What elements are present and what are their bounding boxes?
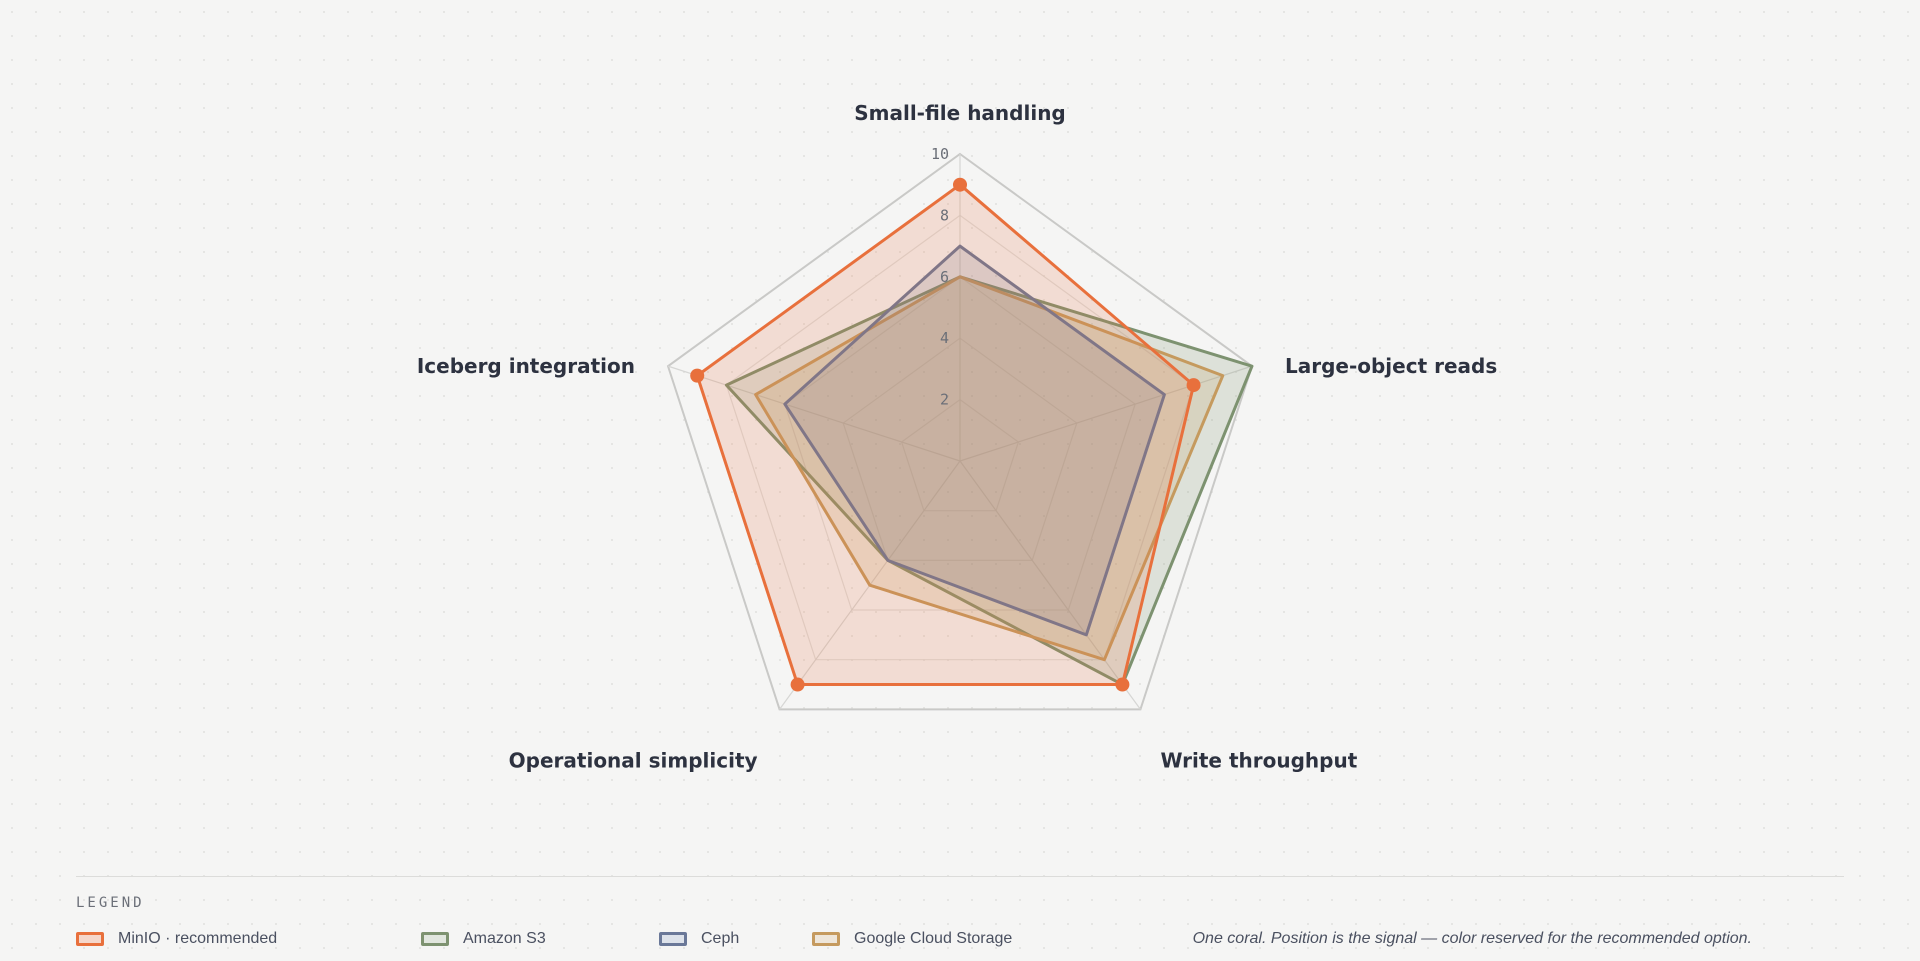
legend-swatch-ceph — [659, 932, 687, 946]
legend-label-minio: MinIO · recommended — [118, 930, 278, 947]
legend-title: LEGEND — [76, 895, 145, 911]
point-minio-recommended-operational-simplicity — [790, 677, 805, 692]
grid-ring-8 — [725, 214, 1195, 661]
radar-grid — [666, 152, 1254, 711]
tick-label-8: 8 — [940, 206, 949, 224]
point-minio-recommended-small-file-handling — [953, 177, 967, 192]
legend: LEGEND MinIO · recommended Amazon S3 Cep… — [76, 876, 1844, 947]
tick-label-4: 4 — [940, 329, 949, 347]
axis-label-iceberg-integration: Iceberg integration — [417, 354, 635, 378]
legend-note: One coral. Position is the signal — colo… — [1192, 930, 1752, 947]
legend-item-minio: MinIO · recommended — [76, 929, 277, 949]
legend-swatch-amazon-s3 — [421, 932, 449, 946]
radar-chart: 2 4 6 8 10 Small-file handling Large-object r… — [417, 101, 1497, 772]
axis-label-write-throughput: Write throughput — [1160, 748, 1357, 772]
legend-label-amazon-s3: Amazon S3 — [463, 930, 546, 947]
point-minio-recommended-large-object-reads — [1186, 378, 1201, 393]
radar-axis-labels: Small-file handling Large-object reads Wri… — [417, 101, 1497, 772]
point-minio-recommended-iceberg-integration — [690, 368, 705, 383]
grid-spoke-large-object-reads — [959, 365, 1253, 462]
tick-label-10: 10 — [931, 145, 949, 163]
grid-ring-4 — [842, 337, 1078, 561]
legend-item-google-cloud-storage: Google Cloud Storage — [812, 929, 1012, 949]
grid-spoke-write-throughput — [959, 460, 1141, 710]
series-amazon-s3 — [724, 275, 1254, 687]
legend-item-amazon-s3: Amazon S3 — [421, 929, 546, 949]
legend-label-ceph: Ceph — [701, 930, 740, 947]
grid-ring-10 — [666, 152, 1254, 711]
axis-label-operational-simplicity: Operational simplicity — [509, 748, 758, 772]
axis-label-small-file-handling: Small-file handling — [854, 101, 1066, 125]
grid-ring-2 — [900, 398, 1020, 512]
grid-ring-6 — [784, 276, 1136, 611]
legend-swatch-google-cloud-storage — [812, 932, 840, 946]
legend-item-ceph: Ceph — [659, 929, 739, 949]
tick-label-6: 6 — [940, 268, 949, 286]
radar-series-layer — [690, 177, 1254, 692]
legend-swatch-minio — [76, 932, 104, 946]
point-minio-recommended-write-throughput — [1115, 677, 1130, 692]
series-minio-recommended — [695, 183, 1196, 687]
radar-tick-labels: 2 4 6 8 10 — [931, 145, 949, 409]
legend-label-google-cloud-storage: Google Cloud Storage — [854, 930, 1013, 947]
axis-label-large-object-reads: Large-object reads — [1285, 354, 1497, 378]
tick-label-2: 2 — [940, 391, 949, 409]
series-ceph — [783, 244, 1166, 637]
series-google-cloud-storage — [754, 275, 1225, 662]
grid-spoke-iceberg-integration — [667, 365, 961, 462]
